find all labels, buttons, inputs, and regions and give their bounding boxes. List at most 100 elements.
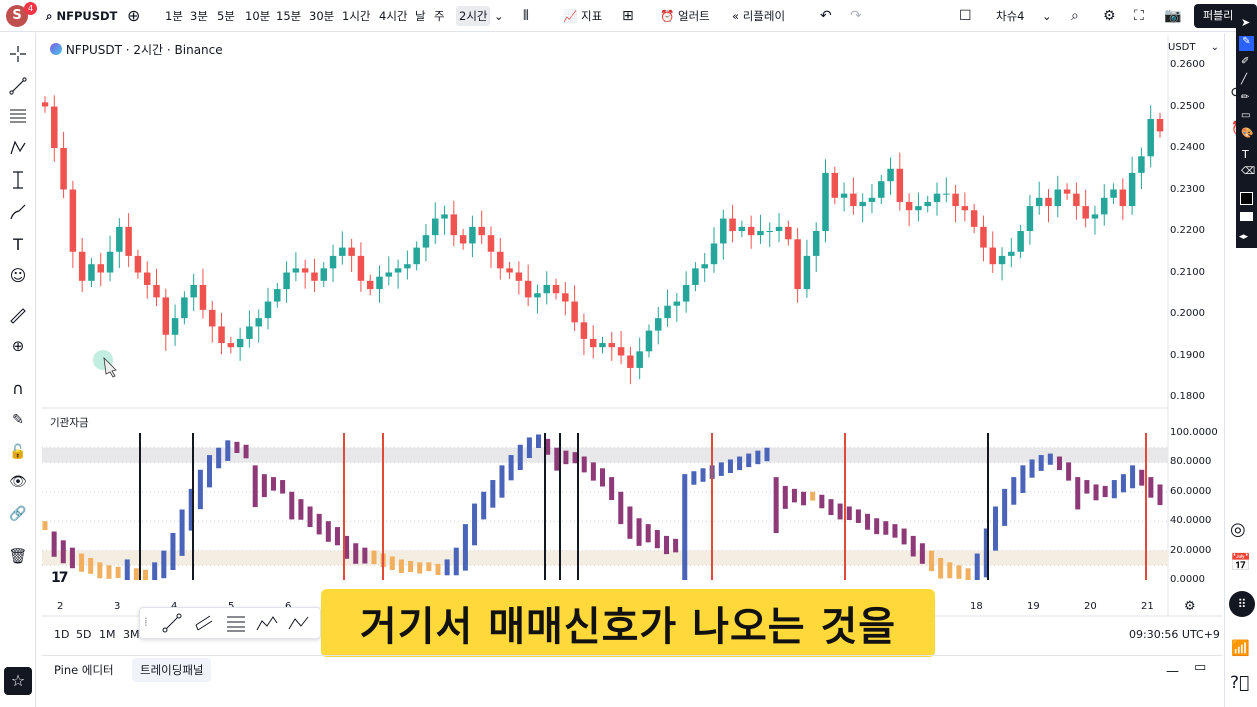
indicators-button[interactable]: 📈 지표 <box>563 6 602 26</box>
tab-pine-editor[interactable]: Pine 에디터 <box>54 663 114 677</box>
magnet-icon[interactable]: ∩ <box>12 378 24 398</box>
trend-line-icon[interactable] <box>6 75 30 97</box>
alert-button[interactable]: ⏰ 얼러트 <box>660 6 710 26</box>
brush-icon[interactable] <box>6 201 30 223</box>
interval-1[interactable]: 3분 <box>190 9 208 23</box>
price-tick: 0.2400 <box>1170 142 1205 153</box>
interval-5[interactable]: 30분 <box>309 9 335 23</box>
palette-icon[interactable]: 🎨 <box>1241 128 1254 139</box>
minimize-icon[interactable]: — <box>1166 664 1179 679</box>
interval-10[interactable]: 2시간 <box>456 6 491 26</box>
interval-0[interactable]: 1분 <box>165 9 183 23</box>
templates-icon[interactable]: ⊞ <box>622 8 634 24</box>
text-tool-icon[interactable]: T <box>1242 148 1249 161</box>
range-1M[interactable]: 1M <box>99 628 116 641</box>
range-5D[interactable]: 5D <box>76 628 92 641</box>
quick-search-icon[interactable]: ⌕ <box>1071 8 1079 24</box>
currency-selector[interactable]: USDT ⌄ <box>1168 42 1219 53</box>
candle-body <box>413 247 420 265</box>
cursor-icon[interactable]: ➤ <box>1241 16 1251 29</box>
candle-body <box>190 284 197 298</box>
time-axis-settings-icon[interactable]: ⚙ <box>1184 599 1196 614</box>
candle-body <box>775 226 783 231</box>
line-tool-icon[interactable] <box>162 613 182 636</box>
interval-7[interactable]: 4시간 <box>379 9 408 23</box>
candle-body <box>1026 206 1034 231</box>
candle-body <box>320 268 328 281</box>
replay-button[interactable]: « 리플레이 <box>732 6 785 26</box>
line-icon[interactable]: ╱ <box>1241 74 1248 85</box>
emoji-icon[interactable]: ☺ <box>9 265 27 285</box>
candle-body <box>1100 197 1108 215</box>
color-swatch-icon[interactable] <box>1240 192 1253 205</box>
expand-icon[interactable]: ◂▸ <box>1239 232 1249 242</box>
eraser-icon[interactable]: ⌫ <box>1241 166 1256 177</box>
range-3M[interactable]: 3M <box>123 628 140 641</box>
layout-name[interactable]: 차슈4 <box>996 9 1025 23</box>
layout-chevron-icon[interactable]: ⌄ <box>1042 9 1052 23</box>
snapshot-icon[interactable]: 📷 <box>1164 8 1182 24</box>
calendar-icon[interactable]: 📅 <box>1230 553 1252 573</box>
interval-4[interactable]: 15분 <box>276 9 302 23</box>
lock-drawing-icon[interactable]: ✎ <box>12 412 24 428</box>
candle-body <box>682 284 690 302</box>
candle-body <box>571 301 578 323</box>
help-icon[interactable]: ?⃝ <box>1230 673 1250 693</box>
stroke-swatch-icon[interactable] <box>1240 212 1253 221</box>
highlighter-icon[interactable]: ✏ <box>1241 92 1250 103</box>
zoom-in-icon[interactable]: ⊕ <box>11 337 25 355</box>
candle-type-icon[interactable]: ⫴ <box>523 8 529 24</box>
favorites-star-icon[interactable]: ☆ <box>4 667 32 695</box>
candle-body <box>218 326 225 344</box>
chevron-down-icon[interactable]: ⌄ <box>494 9 504 23</box>
symbol-search[interactable]: ⌕ NFPUSDT <box>46 6 117 26</box>
fib-tool-icon[interactable] <box>226 613 246 636</box>
abc-wave-tool-icon[interactable] <box>288 613 310 636</box>
candle-body <box>887 168 894 182</box>
avatar[interactable]: S <box>6 5 28 27</box>
interval-6[interactable]: 1시간 <box>342 9 371 23</box>
layout-icon[interactable]: ☐ <box>959 8 972 24</box>
range-1D[interactable]: 1D <box>54 628 70 641</box>
fib-retracement-icon[interactable] <box>6 105 30 127</box>
stream-icon[interactable]: 📶 <box>1231 639 1250 657</box>
undo-icon[interactable]: ↶ <box>820 8 832 24</box>
candle-body <box>422 235 430 248</box>
channel-tool-icon[interactable] <box>194 613 214 636</box>
interval-9[interactable]: 주 <box>434 9 445 23</box>
fullscreen-icon[interactable]: ⛶ <box>1134 8 1144 24</box>
oversold-band <box>42 550 1168 566</box>
crosshair-icon[interactable] <box>6 43 30 65</box>
eye-icon[interactable]: 👁 <box>9 474 27 490</box>
pattern-icon[interactable] <box>6 137 30 159</box>
link-icon[interactable]: 🔗 <box>9 506 27 522</box>
candle-body <box>664 305 671 319</box>
wave-tool-icon[interactable] <box>256 613 278 636</box>
candle-body <box>766 231 774 232</box>
lock-icon[interactable]: 🔓 <box>9 444 27 460</box>
marker-icon[interactable]: ✐ <box>1241 56 1250 67</box>
ruler-icon[interactable] <box>6 305 30 327</box>
pen-icon[interactable]: ✎ <box>1239 36 1254 51</box>
settings-icon[interactable]: ⚙ <box>1103 8 1116 24</box>
maximize-icon[interactable]: ▭ <box>1194 660 1207 675</box>
candle-body <box>654 318 662 331</box>
redo-icon[interactable]: ↷ <box>850 8 862 24</box>
candle-body <box>357 255 365 281</box>
add-symbol-icon[interactable]: ⊕ <box>127 6 141 25</box>
candle-body <box>961 206 969 211</box>
tab-trading-panel[interactable]: 트레이딩패널 <box>132 658 212 682</box>
prediction-icon[interactable] <box>6 169 30 191</box>
drag-handle-icon[interactable]: ⁞ <box>144 615 148 629</box>
target-icon[interactable]: ◎ <box>1230 519 1246 540</box>
candle-body <box>348 247 355 256</box>
rectangle-icon[interactable]: ▭ <box>1241 110 1251 121</box>
interval-8[interactable]: 날 <box>415 9 426 23</box>
rewind-icon: « <box>732 9 740 23</box>
trash-icon[interactable]: 🗑 <box>8 547 28 565</box>
text-icon[interactable]: T <box>13 234 23 254</box>
interval-2[interactable]: 5분 <box>217 9 235 23</box>
apps-icon[interactable]: ⠿ <box>1229 591 1255 617</box>
chart-area[interactable] <box>42 36 1222 656</box>
interval-3[interactable]: 10분 <box>245 9 271 23</box>
